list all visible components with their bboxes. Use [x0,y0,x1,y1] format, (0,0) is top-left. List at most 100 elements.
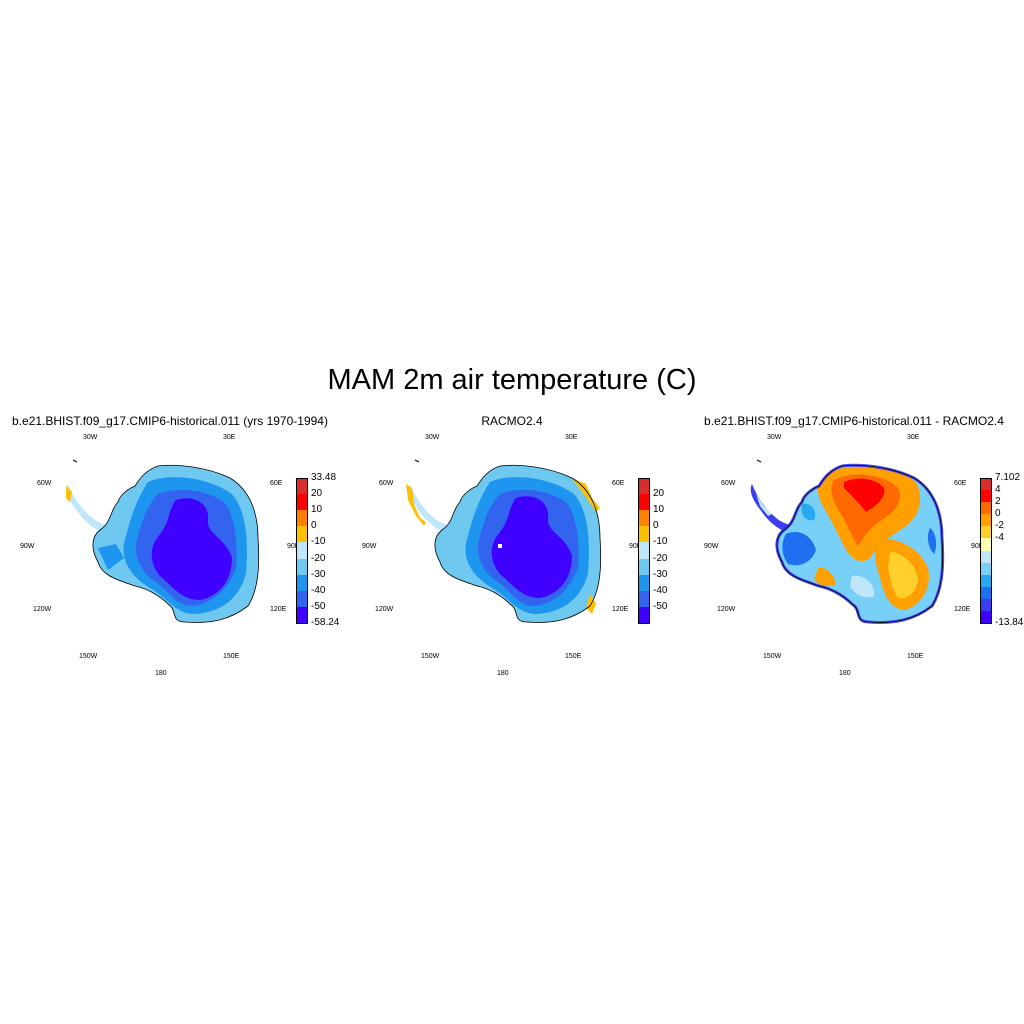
coastline [434,464,602,623]
colorbar-tick-label: 20 [311,488,323,500]
panel-racmo: RACMO2.4 30W 30E 60W 60E 90W 90E 120W 12… [342,408,682,698]
colorbar-tick-label: -50 [311,600,326,612]
antarctica-map [406,459,602,623]
lon-label-30e: 30E [223,434,236,441]
colorbar-frame [980,478,992,624]
colorbar-box [980,514,991,527]
lon-label-30w: 30W [83,434,98,441]
colorbar-box [638,574,649,592]
colorbar-tick-label: -40 [311,584,326,596]
colorbar-box [980,502,991,515]
lon-label-180: 180 [155,670,167,677]
colorbar-box [296,542,307,560]
colorbar-tick-label: 10 [311,504,323,516]
colorbar-frame [296,478,308,624]
colorbar-frame [638,478,650,624]
colorbar-box [638,558,649,576]
colorbar-tick-label: -20 [653,552,668,564]
lon-label-90e: 90E [287,543,300,550]
colorbar-box [980,586,991,600]
lon-label-120e: 120E [954,606,971,613]
colorbar-box [296,510,307,527]
lon-label-60e: 60E [954,480,967,487]
peninsula-tip [66,486,72,502]
lon-label-120e: 120E [270,606,287,613]
lon-label-30e: 30E [907,434,920,441]
lon-label-90e: 90E [971,543,984,550]
lon-label-30w: 30W [767,434,782,441]
colorbar-tick-label: -2 [995,520,1004,532]
colorbar-max-label: 33.48 [311,472,337,483]
colorbar-box [980,550,991,564]
colorbar-tick-label: -50 [653,600,668,612]
colorbar-box [638,478,649,495]
colorbar-tick-label: 0 [995,508,1001,520]
colorbar-box [980,574,991,588]
colorbar-box [638,526,649,543]
colorbar-tick-label: 20 [653,488,665,500]
colorbar-tick-label: 0 [311,520,317,532]
lon-label-30w: 30W [425,434,440,441]
coastline [92,464,260,623]
colorbar-box [980,526,991,539]
colorbar-min-label: -58.24 [311,617,340,628]
panel-title: b.e21.BHIST.f09_g17.CMIP6-historical.011… [704,414,1004,428]
lon-label-60w: 60W [379,480,394,487]
colorbar-tick-label: 4 [995,484,1001,496]
colorbar-tick-label: -30 [311,568,326,580]
colorbar-box [638,542,649,560]
lon-label-120w: 120W [33,606,52,613]
lon-label-90w: 90W [20,543,35,550]
lon-label-60w: 60W [37,480,52,487]
lon-label-180: 180 [839,670,851,677]
colorbar-tick-label: 10 [653,504,665,516]
colorbar-tick-label: -20 [311,552,326,564]
colorbar-box [296,590,307,608]
colorbar-tick-label: 2 [995,496,1001,508]
colorbar-box [296,478,307,495]
lon-label-30e: 30E [565,434,578,441]
lon-label-90w: 90W [362,543,377,550]
panel-model: b.e21.BHIST.f09_g17.CMIP6-historical.011… [0,408,340,698]
colorbar-tick-label: 0 [653,520,659,532]
lon-label-60w: 60W [721,480,736,487]
panel-difference: b.e21.BHIST.f09_g17.CMIP6-historical.011… [684,408,1024,698]
colorbar-max-label: 7.102 [995,472,1021,483]
colorbar-box [296,574,307,592]
lon-label-60e: 60E [612,480,625,487]
colorbar-box [980,562,991,576]
colorbar-tick-label: -40 [653,584,668,596]
lon-label-150e: 150E [907,653,924,660]
lon-label-150w: 150W [763,653,782,660]
colorbar-tick-label: -4 [995,532,1004,544]
lon-label-150w: 150W [79,653,98,660]
lon-label-60e: 60E [270,480,283,487]
colorbar-min-label: -13.848 [995,617,1024,628]
lon-label-120e: 120E [612,606,629,613]
colorbar-tick-label: -10 [653,536,668,548]
colorbar-box [980,490,991,503]
colorbar-box [638,494,649,511]
colorbar-box [638,590,649,608]
colorbar-tick-label: -30 [653,568,668,580]
colorbar-box [638,510,649,527]
colorbar-box [638,606,649,624]
lon-label-180: 180 [497,670,509,677]
figure-title: MAM 2m air temperature (C) [327,364,697,396]
coast-warm [572,478,600,512]
antarctica-map [750,459,945,624]
peninsula-coast [406,484,426,526]
colorbar-box [980,478,991,491]
panel-title: b.e21.BHIST.f09_g17.CMIP6-historical.011… [12,414,328,428]
lon-label-120w: 120W [375,606,394,613]
lon-label-150w: 150W [421,653,440,660]
colorbar-box [296,558,307,576]
lon-label-150e: 150E [565,653,582,660]
colorbar-box [296,494,307,511]
coastline [776,464,944,623]
colorbar-tick-label: -10 [311,536,326,548]
colorbar-box [296,526,307,543]
lon-label-90e: 90E [629,543,642,550]
lon-label-120w: 120W [717,606,736,613]
colorbar-box [980,538,991,551]
